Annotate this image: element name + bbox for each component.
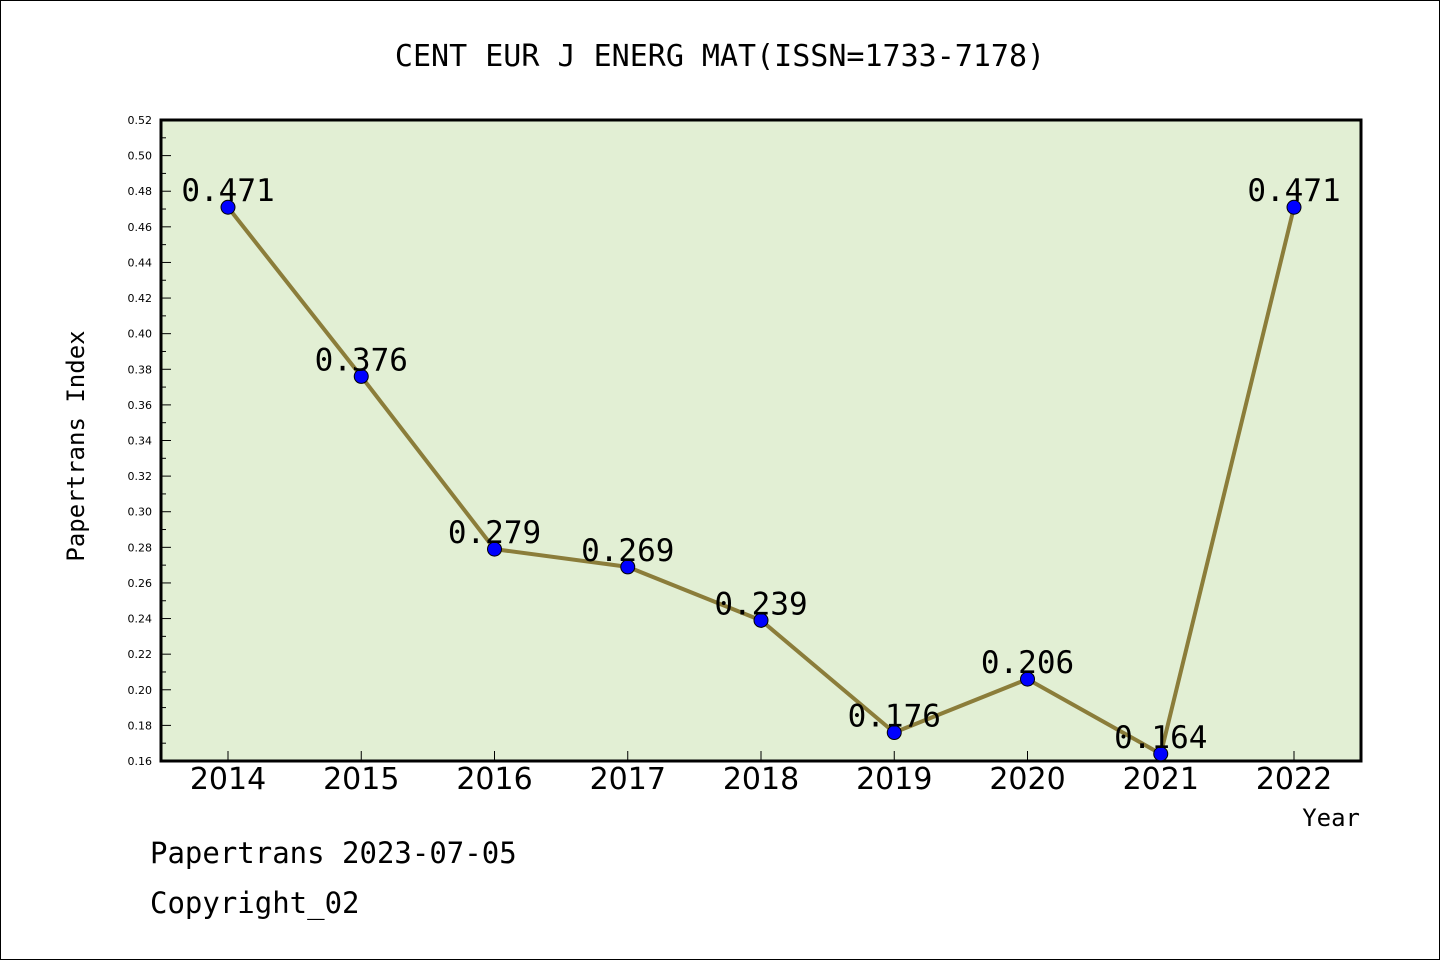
y-tick-label: 0.50 (128, 150, 153, 163)
y-tick-label: 0.28 (128, 541, 153, 554)
x-tick-label: 2019 (856, 762, 932, 797)
data-label: 0.164 (1114, 720, 1207, 756)
y-axis-label: Papertrans Index (62, 330, 90, 561)
y-tick-label: 0.38 (128, 363, 153, 376)
y-tick-label: 0.44 (128, 256, 153, 269)
data-label: 0.471 (1247, 173, 1340, 209)
x-tick-label: 2015 (323, 762, 399, 797)
y-tick-label: 0.48 (128, 185, 153, 198)
x-tick-label: 2018 (723, 762, 799, 797)
data-point (487, 541, 502, 557)
x-tick-label: 2017 (590, 762, 666, 797)
y-tick-label: 0.26 (128, 577, 153, 590)
y-tick-label: 0.40 (128, 328, 153, 341)
x-axis: 2014 2015 2016 2017 2018 2019 2020 2021 2022 (190, 751, 1332, 797)
footer-copyright: Copyright_02 (150, 886, 360, 920)
plot-area (159, 118, 1363, 763)
y-tick-label: 0.46 (128, 221, 153, 234)
data-point (1286, 199, 1302, 215)
data-label: 0.206 (981, 645, 1074, 681)
y-tick-label: 0.34 (128, 435, 153, 448)
y-tick-label: 0.16 (128, 755, 153, 768)
x-tick-label: 2022 (1256, 762, 1332, 797)
data-point (1020, 671, 1035, 687)
data-point (886, 725, 902, 741)
y-tick-label: 0.22 (128, 648, 153, 661)
y-tick-label: 0.18 (128, 719, 153, 732)
x-tick-label: 2016 (456, 762, 532, 797)
x-tick-label: 2020 (989, 762, 1065, 797)
footer-date: Papertrans 2023-07-05 (150, 836, 517, 870)
data-point (353, 368, 369, 384)
data-label: 0.269 (581, 533, 674, 569)
x-tick-label: 2014 (190, 762, 266, 797)
y-axis: 0.16 0.18 0.20 0.22 0.24 0.26 0.28 0.30 0.32 0.34… (128, 114, 171, 768)
y-tick-label: 0.24 (128, 613, 153, 626)
data-label: 0.176 (848, 699, 941, 735)
series-index: 0.471 0.376 0.279 0.269 0.239 0.176 0.206 0.164… (181, 173, 1341, 762)
y-tick-label: 0.52 (128, 114, 153, 127)
x-axis-label: Year (1302, 804, 1360, 832)
chart-title: CENT EUR J ENERG MAT(ISSN=1733-7178) (395, 39, 1045, 74)
x-tick-label: 2021 (1123, 762, 1199, 797)
data-point (620, 559, 636, 575)
data-point (753, 612, 769, 628)
data-point (220, 199, 236, 215)
y-tick-label: 0.32 (128, 470, 153, 483)
y-tick-label: 0.42 (128, 292, 153, 305)
y-tick-label: 0.30 (128, 506, 153, 519)
data-label: 0.376 (315, 342, 408, 378)
data-label: 0.279 (448, 515, 541, 551)
data-point (1153, 746, 1169, 762)
y-tick-label: 0.20 (128, 684, 153, 697)
data-label: 0.239 (714, 586, 807, 622)
data-label: 0.471 (181, 173, 274, 209)
y-tick-label: 0.36 (128, 399, 153, 412)
